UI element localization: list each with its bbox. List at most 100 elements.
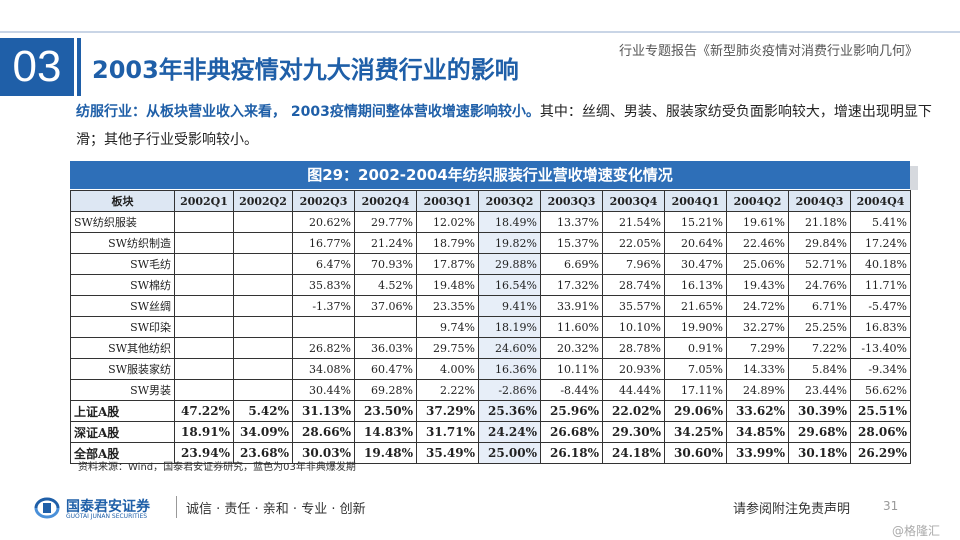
table-row: SW毛纺 6.47% 70.93% 17.87% 29.88% 6.69% 7.96% 30.… [70,253,911,275]
intro-highlight: 纺服行业：从板块营业收入来看， 2003疫情期间整体营收增速影响较小。 [76,104,540,120]
table-cell: 35.83% [292,274,355,296]
table-cell: 34.08% [292,358,355,380]
top-divider-line [0,31,960,33]
table-cell: 24.24% [478,421,541,443]
row-label: SW毛纺 [70,253,175,275]
table-cell: 28.74% [602,274,665,296]
table-cell: -9.34% [850,358,911,380]
table-cell: 47.22% [174,400,234,422]
section-number: 03 [0,38,74,96]
table-cell: 44.44% [602,379,665,401]
table-cell [174,295,234,317]
table-cell: 18.49% [478,211,541,233]
table-cell: 16.83% [850,316,911,338]
column-header: 2002Q3 [292,190,355,212]
table-cell: 24.76% [788,274,851,296]
table-cell: 17.32% [540,274,603,296]
table-cell: 7.96% [602,253,665,275]
table-cell [174,274,234,296]
guotai-junan-logo-icon [34,497,60,519]
table-cell [292,316,355,338]
revenue-growth-table: 板块 2002Q1 2002Q2 2002Q3 2002Q4 2003Q1 2003Q2 20… [70,190,911,464]
table-row: SW纺织制造 16.77% 21.24% 18.79% 19.82% 15.37% 22.0… [70,232,911,254]
table-cell: 26.82% [292,337,355,359]
table-cell: 14.33% [726,358,789,380]
table-cell: 11.60% [540,316,603,338]
table-cell: 23.68% [233,442,293,464]
table-cell: 25.00% [478,442,541,464]
table-cell: 30.03% [292,442,355,464]
table-cell: 19.48% [416,274,479,296]
column-header: 2004Q4 [850,190,911,212]
column-header: 2004Q1 [664,190,727,212]
table-cell: 5.84% [788,358,851,380]
table-cell [233,316,293,338]
table-cell [233,253,293,275]
table-cell: 32.27% [726,316,789,338]
table-cell [233,337,293,359]
table-cell: 21.54% [602,211,665,233]
table-cell: 56.62% [850,379,911,401]
table-cell: 30.47% [664,253,727,275]
table-cell: 37.06% [354,295,417,317]
table-cell: 31.13% [292,400,355,422]
table-cell [233,232,293,254]
table-header-row: 板块 2002Q1 2002Q2 2002Q3 2002Q4 2003Q1 2003Q2 20… [70,190,911,212]
table-cell: 26.18% [540,442,603,464]
report-title: 行业专题报告《新型肺炎疫情对消费行业影响几何》 [618,44,918,59]
table-cell: 16.77% [292,232,355,254]
table-cell [174,337,234,359]
table-cell: 13.37% [540,211,603,233]
column-header: 2002Q2 [233,190,293,212]
table-row: SW棉纺 35.83% 4.52% 19.48% 16.54% 17.32% 28.74% 1… [70,274,911,296]
table-cell: 14.83% [354,421,417,443]
table-cell: 34.25% [664,421,727,443]
row-label: SW纺织服装 [70,211,175,233]
table-cell: -5.47% [850,295,911,317]
table-cell [174,358,234,380]
table-cell: 34.85% [726,421,789,443]
row-label: SW服装家纺 [70,358,175,380]
table-cell: 23.50% [354,400,417,422]
table-cell: 17.11% [664,379,727,401]
table-cell: 18.19% [478,316,541,338]
table-cell: 23.35% [416,295,479,317]
table-cell: 19.48% [354,442,417,464]
table-cell: 30.60% [664,442,727,464]
table-cell: 19.61% [726,211,789,233]
table-cell: 0.91% [664,337,727,359]
row-label: SW男装 [70,379,175,401]
table-title: 图29：2002-2004年纺织服装行业营收增速变化情况 [70,161,910,189]
table-cell: 20.64% [664,232,727,254]
table-cell: 29.30% [602,421,665,443]
intro-paragraph: 纺服行业：从板块营业收入来看， 2003疫情期间整体营收增速影响较小。其中：丝绸… [76,98,936,154]
table-row: SW其他纺织 26.82% 36.03% 29.75% 24.60% 20.32% 28.7… [70,337,911,359]
table-cell: 40.18% [850,253,911,275]
table-cell: 17.24% [850,232,911,254]
table-cell: 29.75% [416,337,479,359]
table-cell: 35.49% [416,442,479,464]
table-cell: 26.29% [850,442,911,464]
table-cell: 20.93% [602,358,665,380]
table-cell [174,232,234,254]
row-label: SW印染 [70,316,175,338]
table-row: 全部A股 23.94% 23.68% 30.03% 19.48% 35.49% 25.00%… [70,442,911,464]
table-cell: 25.51% [850,400,911,422]
table-row: SW服装家纺 34.08% 60.47% 4.00% 16.36% 10.11% 20.93… [70,358,911,380]
column-header: 2004Q2 [726,190,789,212]
table-cell: 5.41% [850,211,911,233]
table-cell: 31.71% [416,421,479,443]
table-cell: 30.39% [788,400,851,422]
table-cell: 30.18% [788,442,851,464]
column-header: 2002Q1 [174,190,234,212]
table-row: SW纺织服装 20.62% 29.77% 12.02% 18.49% 13.37% 21.5… [70,211,911,233]
table-cell: 15.21% [664,211,727,233]
column-header: 2003Q4 [602,190,665,212]
table-cell: 26.68% [540,421,603,443]
table-cell: -2.86% [478,379,541,401]
table-cell: 22.05% [602,232,665,254]
table-cell [233,379,293,401]
table-cell: 10.11% [540,358,603,380]
table-cell: 6.69% [540,253,603,275]
table-cell: 23.94% [174,442,234,464]
